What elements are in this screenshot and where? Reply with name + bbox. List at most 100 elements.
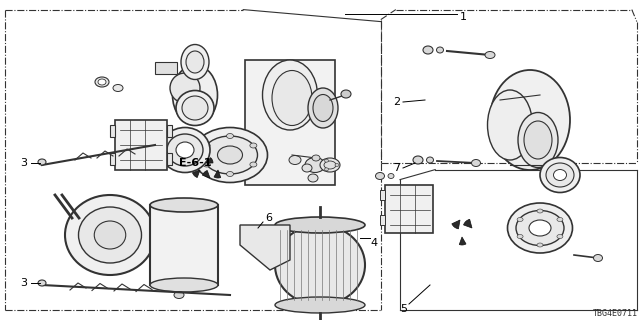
Ellipse shape bbox=[275, 297, 365, 313]
Ellipse shape bbox=[275, 217, 365, 233]
Ellipse shape bbox=[65, 195, 155, 275]
Ellipse shape bbox=[423, 46, 433, 54]
Ellipse shape bbox=[170, 73, 200, 103]
Ellipse shape bbox=[308, 88, 338, 128]
Ellipse shape bbox=[472, 159, 481, 166]
Ellipse shape bbox=[517, 235, 523, 238]
Ellipse shape bbox=[262, 60, 317, 130]
Bar bbox=[150, 205, 218, 285]
Ellipse shape bbox=[218, 146, 243, 164]
Ellipse shape bbox=[154, 207, 172, 263]
Text: 4: 4 bbox=[370, 238, 377, 248]
Bar bbox=[110, 125, 115, 137]
Ellipse shape bbox=[193, 127, 268, 182]
Wedge shape bbox=[452, 220, 460, 229]
Bar bbox=[115, 120, 167, 170]
Ellipse shape bbox=[320, 158, 340, 172]
Ellipse shape bbox=[203, 162, 210, 167]
Ellipse shape bbox=[250, 143, 257, 148]
Ellipse shape bbox=[516, 211, 564, 245]
Ellipse shape bbox=[426, 157, 433, 163]
Ellipse shape bbox=[388, 173, 394, 179]
Wedge shape bbox=[193, 170, 200, 178]
Text: 2: 2 bbox=[393, 97, 400, 107]
Bar bbox=[385, 185, 433, 233]
Bar bbox=[155, 62, 177, 74]
Ellipse shape bbox=[113, 84, 123, 92]
Ellipse shape bbox=[413, 156, 423, 164]
Ellipse shape bbox=[173, 65, 218, 125]
Wedge shape bbox=[214, 170, 221, 178]
Ellipse shape bbox=[546, 163, 574, 187]
Ellipse shape bbox=[203, 143, 210, 148]
Ellipse shape bbox=[308, 174, 318, 182]
Ellipse shape bbox=[160, 127, 210, 172]
Ellipse shape bbox=[150, 198, 218, 212]
Text: E-6-1: E-6-1 bbox=[179, 158, 211, 168]
Ellipse shape bbox=[176, 142, 194, 158]
Wedge shape bbox=[206, 158, 213, 163]
Ellipse shape bbox=[540, 157, 580, 193]
Ellipse shape bbox=[335, 164, 339, 166]
Bar bbox=[245, 60, 335, 185]
Ellipse shape bbox=[79, 207, 141, 263]
Bar bbox=[380, 190, 385, 200]
Wedge shape bbox=[463, 219, 472, 228]
Text: 3: 3 bbox=[20, 158, 27, 168]
Ellipse shape bbox=[341, 90, 351, 98]
Ellipse shape bbox=[227, 133, 234, 139]
Ellipse shape bbox=[312, 155, 320, 161]
Ellipse shape bbox=[98, 79, 106, 85]
Ellipse shape bbox=[518, 113, 558, 167]
Ellipse shape bbox=[557, 235, 563, 238]
Ellipse shape bbox=[324, 159, 328, 162]
Ellipse shape bbox=[488, 90, 532, 160]
Ellipse shape bbox=[485, 52, 495, 59]
Ellipse shape bbox=[376, 172, 385, 180]
Ellipse shape bbox=[490, 70, 570, 170]
Ellipse shape bbox=[593, 254, 602, 261]
Bar bbox=[110, 153, 115, 165]
Ellipse shape bbox=[275, 225, 365, 305]
Ellipse shape bbox=[305, 157, 325, 172]
Ellipse shape bbox=[94, 221, 125, 249]
Text: 7: 7 bbox=[393, 163, 400, 173]
Ellipse shape bbox=[508, 203, 573, 253]
Text: TBG4E0711: TBG4E0711 bbox=[593, 309, 638, 318]
Ellipse shape bbox=[186, 51, 204, 73]
Ellipse shape bbox=[272, 70, 312, 125]
Polygon shape bbox=[240, 225, 290, 270]
Wedge shape bbox=[202, 171, 210, 178]
Wedge shape bbox=[460, 237, 466, 245]
Ellipse shape bbox=[150, 278, 218, 292]
Text: 1: 1 bbox=[460, 12, 467, 22]
Ellipse shape bbox=[529, 220, 551, 236]
Ellipse shape bbox=[174, 292, 184, 299]
Ellipse shape bbox=[250, 162, 257, 167]
Ellipse shape bbox=[554, 170, 566, 180]
Ellipse shape bbox=[227, 172, 234, 177]
Ellipse shape bbox=[436, 47, 444, 53]
Ellipse shape bbox=[38, 280, 46, 286]
Ellipse shape bbox=[537, 243, 543, 247]
Ellipse shape bbox=[182, 96, 208, 120]
Ellipse shape bbox=[557, 218, 563, 221]
Ellipse shape bbox=[324, 168, 328, 171]
Ellipse shape bbox=[38, 159, 46, 165]
Bar bbox=[380, 215, 385, 225]
Ellipse shape bbox=[517, 218, 523, 221]
Ellipse shape bbox=[95, 77, 109, 87]
Ellipse shape bbox=[167, 134, 203, 166]
Bar bbox=[167, 153, 172, 165]
Ellipse shape bbox=[202, 136, 257, 174]
Text: 5: 5 bbox=[400, 304, 407, 314]
Text: 6: 6 bbox=[265, 213, 272, 223]
Ellipse shape bbox=[537, 209, 543, 213]
Ellipse shape bbox=[324, 161, 336, 169]
Ellipse shape bbox=[313, 94, 333, 122]
Ellipse shape bbox=[302, 164, 312, 172]
Ellipse shape bbox=[524, 121, 552, 159]
Text: 3: 3 bbox=[20, 278, 27, 288]
Ellipse shape bbox=[176, 91, 214, 125]
Ellipse shape bbox=[289, 156, 301, 164]
